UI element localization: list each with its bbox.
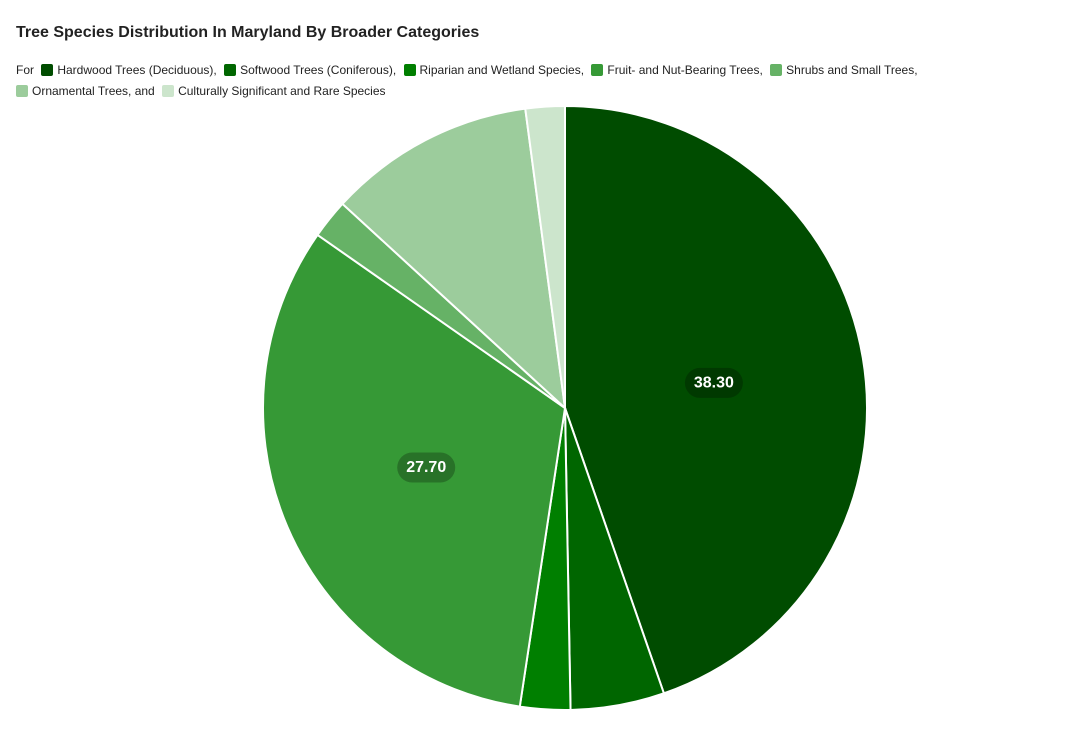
pie-slices (262, 104, 868, 711)
legend-swatch (16, 85, 28, 97)
legend-item[interactable]: Riparian and Wetland Species, (403, 63, 589, 77)
data-label-text: 38.30 (694, 374, 734, 391)
legend-item[interactable]: Shrubs and Small Trees, (770, 63, 921, 77)
legend-swatch (403, 64, 416, 76)
legend-label: Riparian and Wetland Species, (419, 63, 585, 77)
legend-swatch (41, 64, 54, 76)
pie-data-labels: 38.30 27.70 (397, 367, 743, 483)
pie-slice[interactable] (524, 104, 566, 409)
chart-title: Tree Species Distribution In Maryland By… (16, 24, 480, 41)
data-label-background (397, 452, 456, 483)
legend-label: Ornamental Trees, and (32, 84, 155, 98)
legend-item[interactable]: Fruit- and Nut-Bearing Trees, (591, 63, 766, 77)
data-label-text: 27.70 (406, 459, 446, 476)
legend-label: Softwood Trees (Coniferous), (240, 63, 397, 77)
legend: For Hardwood Trees (Deciduous), Softwood… (16, 60, 1066, 102)
legend-item[interactable]: Ornamental Trees, and (16, 84, 159, 98)
data-label: 27.70 (397, 452, 456, 483)
legend-swatch (224, 64, 237, 76)
data-label-background (684, 367, 743, 398)
legend-label: Culturally Significant and Rare Species (178, 84, 386, 98)
pie-slice[interactable] (262, 233, 567, 708)
legend-swatch (591, 64, 604, 76)
legend-label: Fruit- and Nut-Bearing Trees, (607, 63, 763, 77)
legend-item[interactable]: Hardwood Trees (Deciduous), (41, 63, 220, 77)
legend-label: Hardwood Trees (Deciduous), (57, 63, 217, 77)
pie-slice[interactable] (564, 104, 868, 695)
legend-swatch (770, 64, 783, 76)
legend-item[interactable]: Softwood Trees (Coniferous), (224, 63, 400, 77)
data-label: 38.30 (684, 367, 743, 398)
legend-prefix: For (16, 63, 34, 77)
legend-label: Shrubs and Small Trees, (786, 63, 918, 77)
legend-item[interactable]: Culturally Significant and Rare Species (162, 84, 389, 98)
pie-slice[interactable] (341, 107, 567, 411)
legend-swatch (162, 85, 175, 97)
